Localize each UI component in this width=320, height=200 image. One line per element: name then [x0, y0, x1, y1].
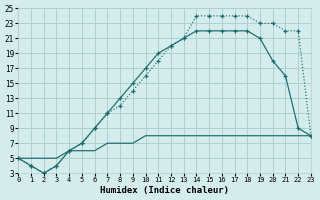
X-axis label: Humidex (Indice chaleur): Humidex (Indice chaleur) [100, 186, 229, 195]
